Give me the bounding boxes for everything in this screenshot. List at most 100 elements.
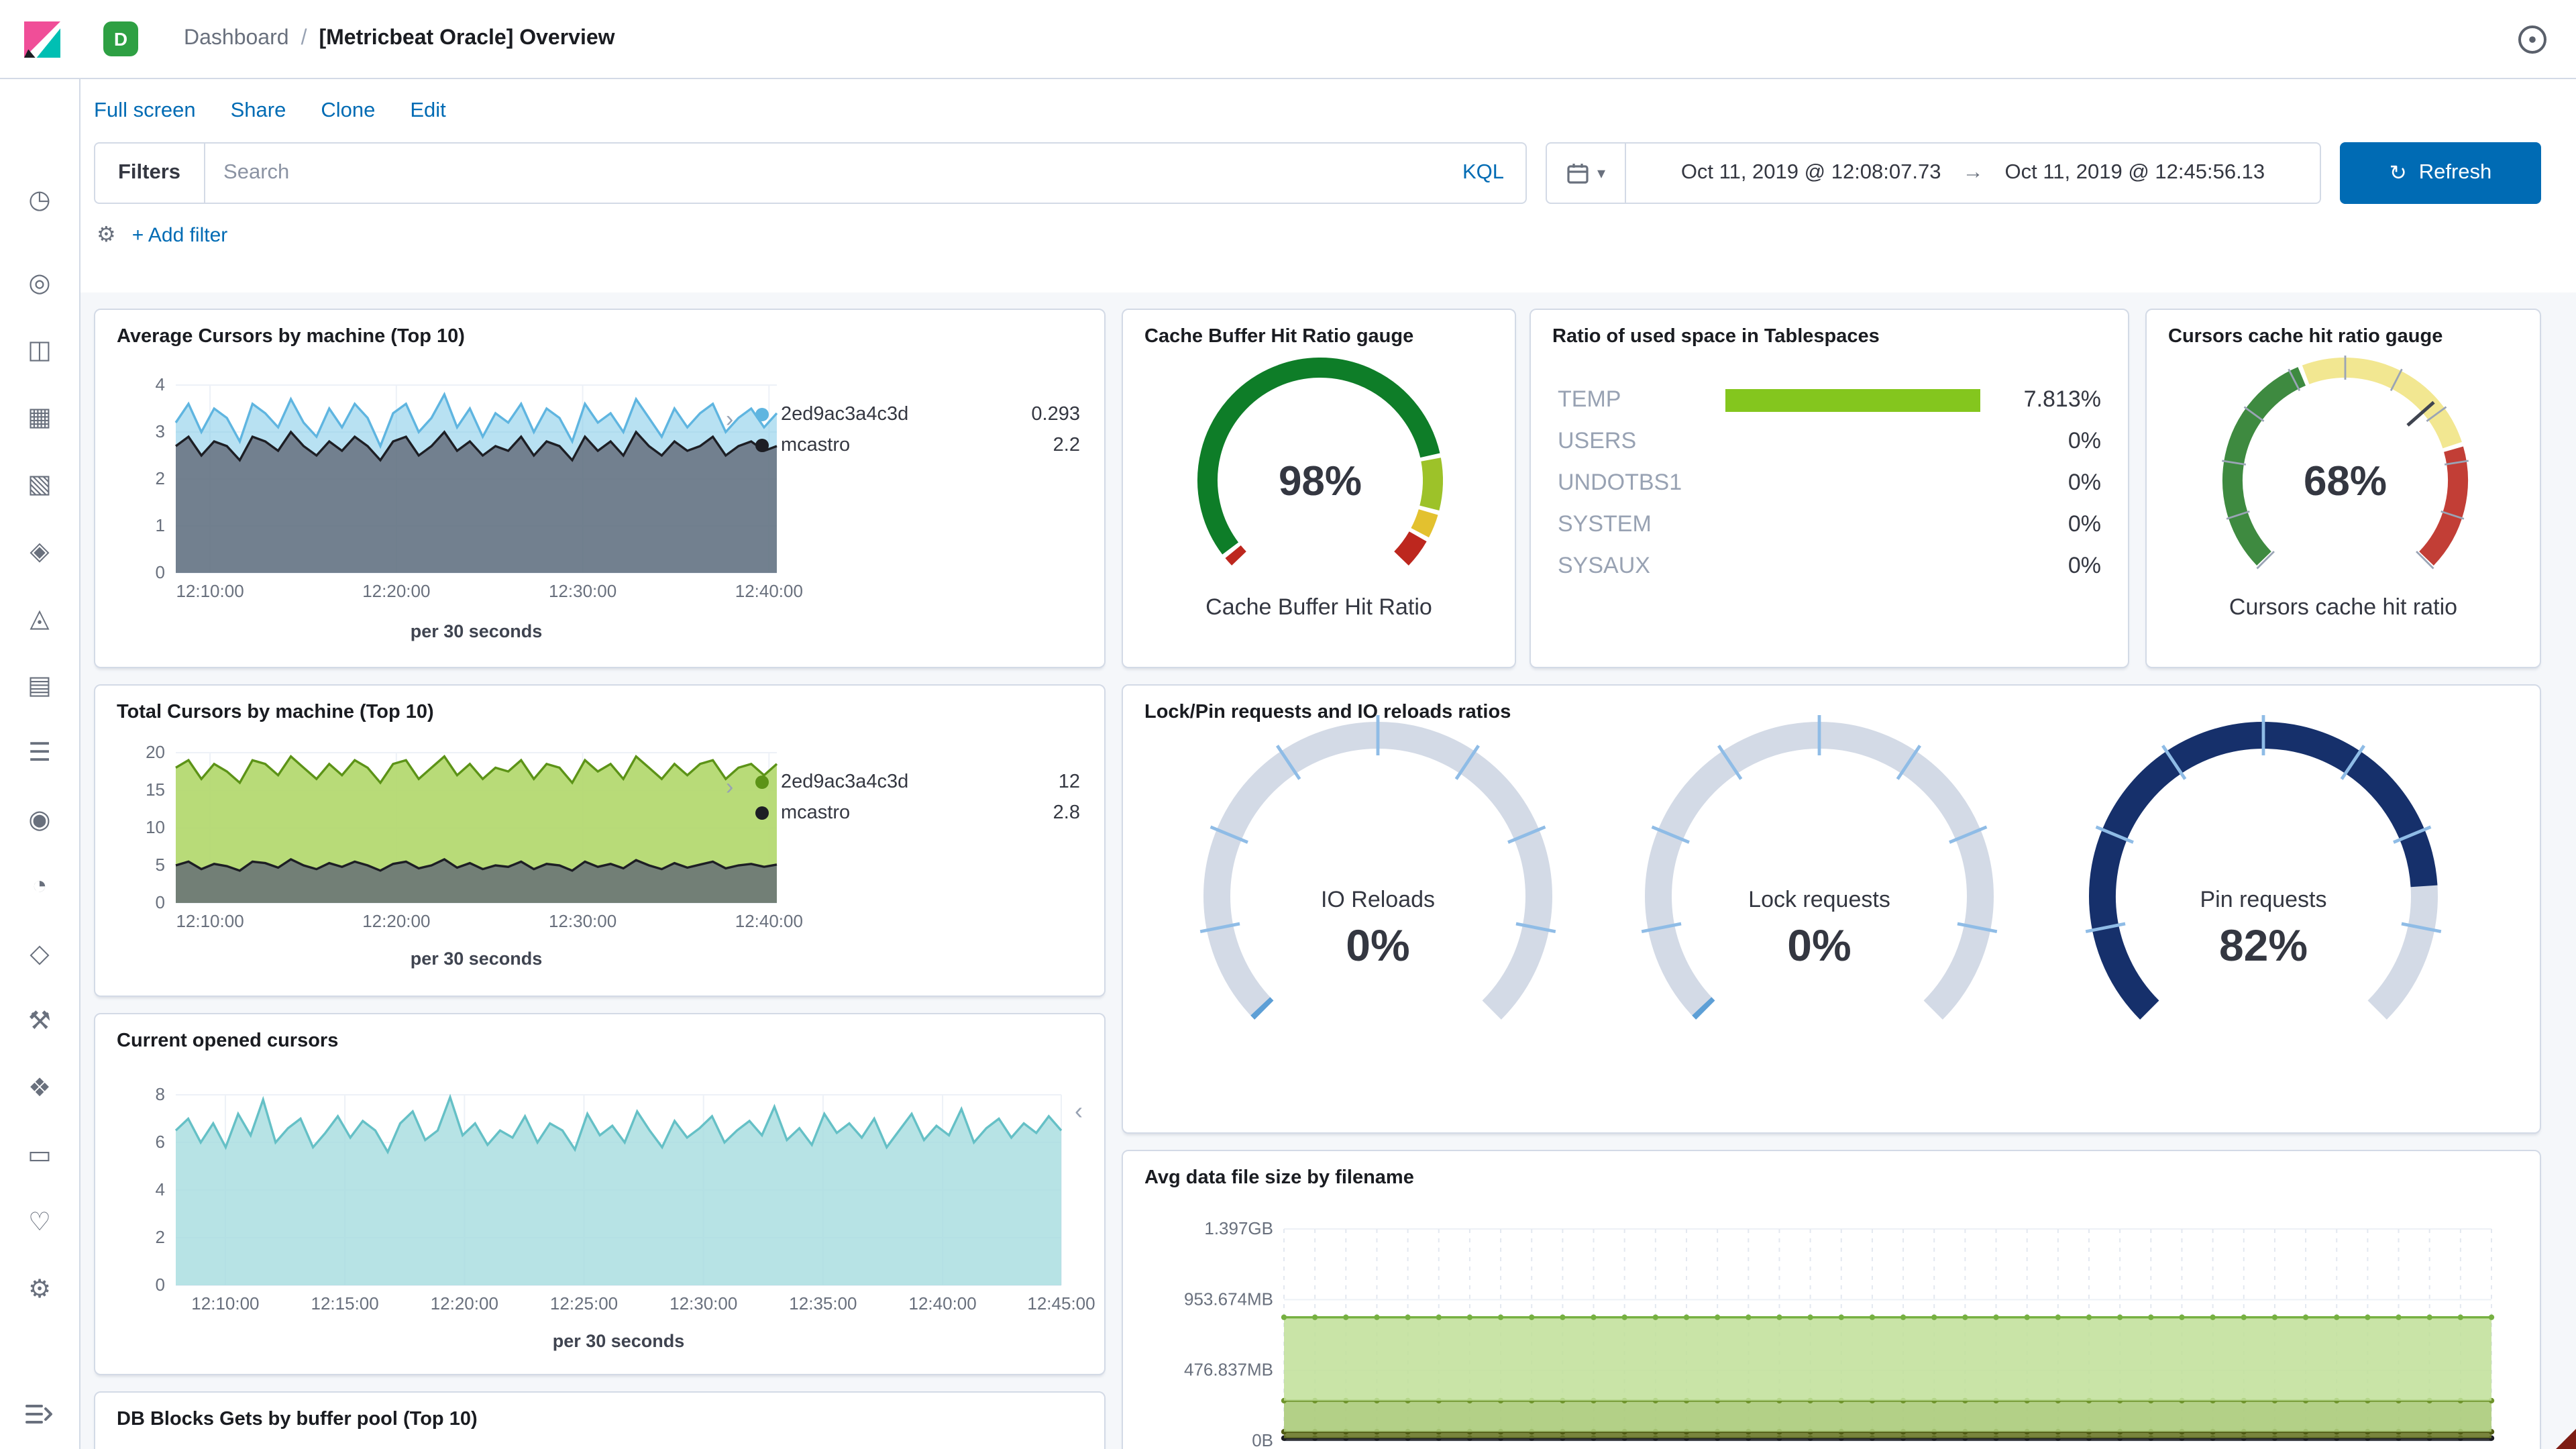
- legend-series-dot: [755, 408, 769, 421]
- svg-text:4: 4: [156, 1179, 165, 1199]
- sidebar-item-dev-tools[interactable]: ⚒: [28, 1007, 52, 1035]
- svg-text:per 30 seconds: per 30 seconds: [411, 621, 543, 641]
- sidebar-item-apm[interactable]: ◉: [28, 806, 51, 834]
- sidebar-item-visualize[interactable]: ◫: [28, 336, 52, 364]
- sidebar-item-siem[interactable]: ◇: [30, 940, 50, 968]
- search-box: Filters KQL: [94, 142, 1527, 204]
- sidebar-item-logs[interactable]: ☰: [28, 739, 52, 767]
- sidebar-item-maps[interactable]: ◈: [30, 537, 50, 566]
- gauge-caption: Cache Buffer Hit Ratio: [1205, 594, 1432, 620]
- time-to[interactable]: Oct 11, 2019 @ 12:45:56.13: [2004, 161, 2265, 184]
- sidebar-item-graph[interactable]: ❖: [28, 1074, 52, 1102]
- legend-item[interactable]: 2ed9ac3a4c3d 12: [755, 771, 1080, 793]
- edit-link[interactable]: Edit: [410, 99, 446, 122]
- sidebar-item-uptime[interactable]: ◔: [32, 872, 48, 900]
- search-input[interactable]: [205, 161, 1462, 185]
- total-cursors-chart[interactable]: 0 5 10 15 20 12:10:00 12:20:00 12:30:00 12:40:00…: [119, 742, 837, 970]
- svg-text:12:10:00: 12:10:00: [191, 1293, 259, 1313]
- panel-title: Cursors cache hit ratio gauge: [2168, 326, 2443, 347]
- clone-link[interactable]: Clone: [321, 99, 376, 122]
- legend-series-dot: [755, 439, 769, 452]
- panel-cursors-hit-gauge: Cursors cache hit ratio gauge 68% Cursor…: [2145, 309, 2541, 668]
- help-icon[interactable]: [2513, 19, 2552, 58]
- lock-requests-gauge: Lock requests 0%: [1641, 715, 1998, 1020]
- tablespace-bar: [1725, 388, 1981, 411]
- svg-text:2: 2: [156, 468, 165, 488]
- sidebar-item-dashboard[interactable]: ▦: [28, 403, 52, 431]
- svg-text:12:40:00: 12:40:00: [735, 581, 803, 601]
- svg-text:8: 8: [156, 1084, 165, 1104]
- svg-text:98%: 98%: [1279, 458, 1362, 504]
- panel-total-cursors: Total Cursors by machine (Top 10) 0 5 10 15…: [94, 684, 1106, 997]
- legend: › 2ed9ac3a4c3d 12 mcastro 2.8: [726, 771, 1080, 824]
- panel-ratio-gauges: Lock/Pin requests and IO reloads ratios …: [1122, 684, 2541, 1134]
- legend-collapse-icon[interactable]: ›: [726, 774, 734, 800]
- panel-title: Cache Buffer Hit Ratio gauge: [1144, 326, 1414, 347]
- svg-text:12:35:00: 12:35:00: [789, 1293, 857, 1313]
- panel-title: Average Cursors by machine (Top 10): [117, 326, 465, 347]
- svg-text:Pin requests: Pin requests: [2200, 887, 2327, 912]
- panel-tablespaces: Ratio of used space in Tablespaces TEMP 7…: [1529, 309, 2129, 668]
- main-chrome: Full screen Share Clone Edit Filters KQL: [80, 79, 2576, 268]
- sidebar-item-stack-monitoring[interactable]: ♡: [28, 1208, 52, 1236]
- panel-avg-cursors: Average Cursors by machine (Top 10) 0 1 2 3…: [94, 309, 1106, 668]
- legend-item[interactable]: 2ed9ac3a4c3d 0.293: [755, 404, 1080, 425]
- sidebar-item-console[interactable]: ▭: [28, 1141, 52, 1169]
- collapse-nav-icon[interactable]: [23, 1398, 55, 1430]
- svg-text:12:30:00: 12:30:00: [549, 911, 616, 931]
- tablespace-bar-track: [1725, 472, 1987, 494]
- breadcrumb-dashboard[interactable]: Dashboard: [184, 27, 289, 50]
- add-filter-link[interactable]: + Add filter: [131, 223, 228, 246]
- svg-text:0: 0: [156, 562, 165, 582]
- svg-text:68%: 68%: [2304, 458, 2387, 504]
- avg-cursors-chart[interactable]: 0 1 2 3 4 12:10:00 12:20:00 12:30:00 12:40:00 per…: [119, 372, 837, 643]
- sidebar-item-recently-viewed[interactable]: ◷: [28, 186, 51, 214]
- svg-text:12:25:00: 12:25:00: [550, 1293, 618, 1313]
- legend-series-dot: [755, 806, 769, 820]
- panel-title: Lock/Pin requests and IO reloads ratios: [1144, 702, 1511, 723]
- sidebar-item-metrics[interactable]: ▤: [28, 672, 52, 700]
- kql-toggle[interactable]: KQL: [1462, 161, 1504, 184]
- sidebar-item-discover[interactable]: ◎: [28, 269, 51, 297]
- svg-text:12:20:00: 12:20:00: [362, 581, 430, 601]
- panel-title: Current opened cursors: [117, 1030, 339, 1052]
- svg-text:5: 5: [156, 855, 165, 875]
- sidebar-item-canvas[interactable]: ▧: [28, 470, 52, 498]
- legend-item[interactable]: mcastro 2.2: [755, 435, 1080, 456]
- tablespace-row: USERS 0%: [1558, 427, 2101, 456]
- legend-item[interactable]: mcastro 2.8: [755, 802, 1080, 824]
- sidebar-item-machine-learning[interactable]: ◬: [30, 604, 50, 633]
- space-badge[interactable]: D: [103, 21, 138, 56]
- svg-text:4: 4: [156, 374, 165, 394]
- share-link[interactable]: Share: [230, 99, 286, 122]
- kibana-logo-icon[interactable]: [24, 21, 60, 57]
- date-picker: ▾ Oct 11, 2019 @ 12:08:07.73 → Oct 11, 2…: [1546, 142, 2321, 204]
- svg-text:10: 10: [146, 817, 165, 837]
- io-reloads-gauge: IO Reloads 0%: [1199, 715, 1556, 1020]
- tablespace-name: UNDOTBS1: [1558, 470, 1682, 495]
- svg-text:3: 3: [156, 421, 165, 441]
- legend-collapse-icon[interactable]: ›: [726, 407, 734, 432]
- legend-expand-icon[interactable]: ‹: [1075, 1097, 1083, 1124]
- sidebar-item-management[interactable]: ⚙: [28, 1275, 52, 1303]
- refresh-button[interactable]: ↻ Refresh: [2340, 142, 2541, 204]
- time-from[interactable]: Oct 11, 2019 @ 12:08:07.73: [1680, 161, 1941, 184]
- calendar-button[interactable]: ▾: [1547, 144, 1626, 203]
- tablespace-bar-track: [1725, 388, 1987, 411]
- svg-text:20: 20: [146, 742, 165, 762]
- file-size-chart[interactable]: 1.397GB 953.674MB 476.837MB 0B: [1134, 1199, 2516, 1449]
- full-screen-link[interactable]: Full screen: [94, 99, 196, 122]
- filters-button[interactable]: Filters: [95, 144, 205, 203]
- breadcrumb-separator: /: [301, 27, 307, 50]
- panel-title: Ratio of used space in Tablespaces: [1552, 326, 1880, 347]
- breadcrumb: Dashboard / [Metricbeat Oracle] Overview: [184, 27, 615, 51]
- filter-settings-gear-icon[interactable]: ⚙: [97, 224, 116, 247]
- svg-text:12:40:00: 12:40:00: [735, 911, 803, 931]
- svg-text:per 30 seconds: per 30 seconds: [411, 949, 543, 969]
- svg-text:12:10:00: 12:10:00: [176, 581, 244, 601]
- tablespace-name: TEMP: [1558, 386, 1621, 412]
- svg-text:0%: 0%: [1346, 920, 1409, 970]
- legend-series-value: 12: [1058, 771, 1080, 793]
- opened-cursors-chart[interactable]: 0 2 4 6 8 12:10:00 12:15:00 12:20:00 12:25:00 12:…: [119, 1081, 1106, 1352]
